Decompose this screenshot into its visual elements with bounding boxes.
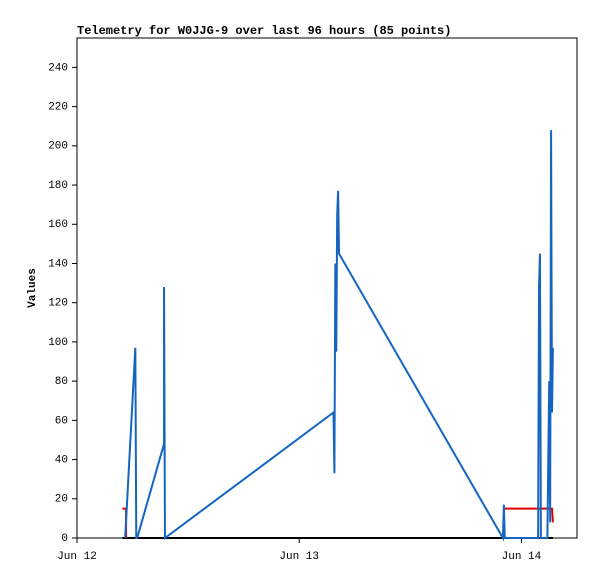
y-tick-label: 20 <box>55 494 68 506</box>
y-tick-label: 160 <box>48 219 68 231</box>
y-tick-label: 0 <box>61 533 68 545</box>
y-tick-label: 140 <box>48 258 68 270</box>
x-tick-label: Jun 12 <box>57 551 97 563</box>
chart-title: Telemetry for W0JJG-9 over last 96 hours… <box>77 24 451 38</box>
y-tick-label: 220 <box>48 102 68 114</box>
y-tick-label: 60 <box>55 415 68 427</box>
y-tick-label: 40 <box>55 454 68 466</box>
y-tick-label: 240 <box>48 62 68 74</box>
x-tick-label: Jun 14 <box>502 551 542 563</box>
y-tick-label: 180 <box>48 180 68 192</box>
series-line <box>124 130 554 542</box>
y-axis-label: Values <box>27 268 39 308</box>
y-tick-label: 100 <box>48 337 68 349</box>
y-tick-label: 120 <box>48 298 68 310</box>
y-tick-label: 80 <box>55 376 68 388</box>
y-tick-label: 200 <box>48 141 68 153</box>
x-tick-label: Jun 13 <box>279 551 319 563</box>
